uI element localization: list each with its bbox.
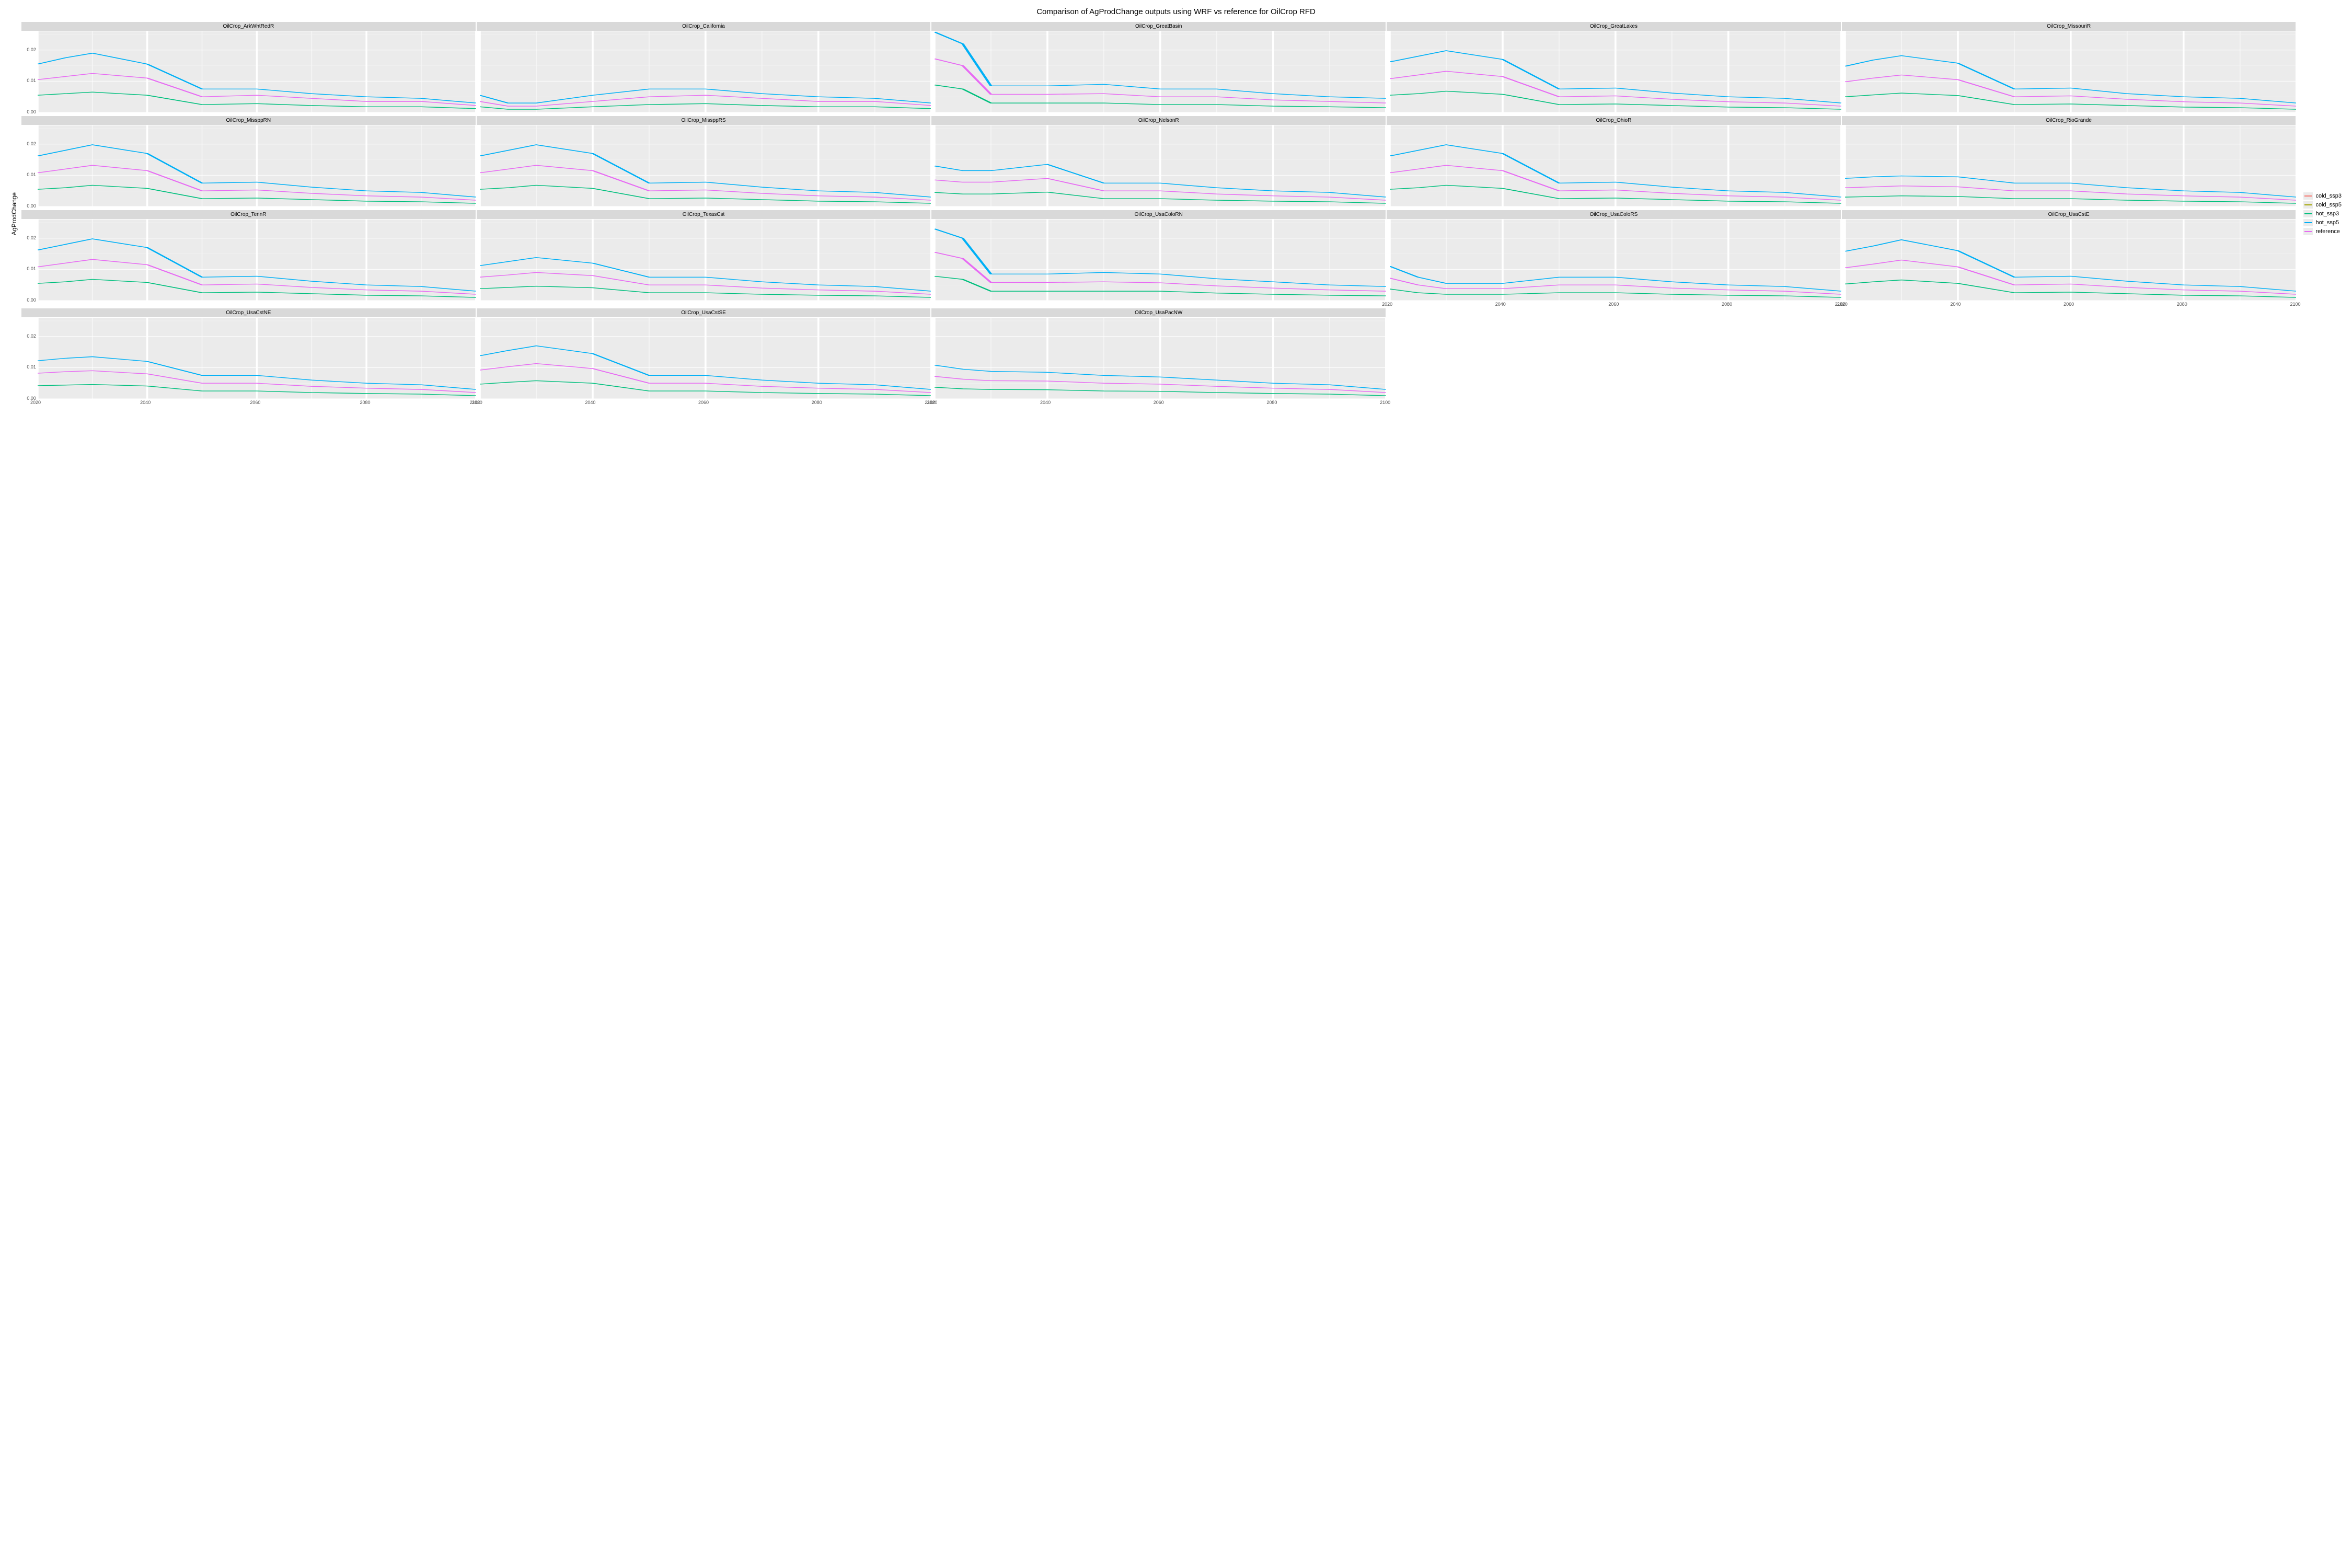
- x-axis-ticks: 20202040206020802100: [37, 399, 476, 406]
- y-axis-ticks: [476, 125, 480, 206]
- plot-area: [1390, 31, 1841, 112]
- facet-strip: OilCrop_MissouriR: [1841, 21, 2297, 31]
- facet-strip: OilCrop_UsaCstE: [1841, 210, 2297, 220]
- legend-item-cold_ssp5: cold_ssp5: [2303, 201, 2342, 209]
- y-axis-ticks: [476, 318, 480, 399]
- facet-panel: OilCrop_RioGrande: [1841, 116, 2297, 210]
- x-axis-ticks: 20202040206020802100: [1388, 301, 1841, 308]
- x-axis-ticks: 20202040206020802100: [1843, 301, 2297, 308]
- facet-strip: OilCrop_TennR: [21, 210, 476, 220]
- x-axis-ticks: [931, 301, 1386, 304]
- plot-area: [38, 31, 476, 112]
- plot-area: [38, 220, 476, 301]
- facet-panel: OilCrop_UsaColoRS 20202040206020802100: [1386, 210, 1841, 308]
- plot-area: [38, 318, 476, 399]
- y-axis-ticks: [931, 318, 935, 399]
- figure: AgProdChange OilCrop_ArkWhtRedR0.000.010…: [10, 21, 2342, 406]
- facet-panel: OilCrop_California: [476, 21, 931, 116]
- y-axis-ticks: [931, 125, 935, 206]
- plot-area: [480, 31, 931, 112]
- plot-area: [480, 318, 931, 399]
- facet-grid: OilCrop_ArkWhtRedR0.000.010.02OilCrop_Ca…: [21, 21, 2296, 406]
- y-axis-ticks: 0.000.010.02: [21, 318, 38, 399]
- plot-area: [1390, 125, 1841, 206]
- x-axis-ticks: 20202040206020802100: [933, 399, 1386, 406]
- facet-panel: OilCrop_UsaCstNE0.000.010.02202020402060…: [21, 308, 476, 406]
- y-axis-ticks: [1386, 125, 1390, 206]
- y-axis-ticks: [931, 220, 935, 301]
- y-axis-ticks: [476, 220, 480, 301]
- facet-panel: OilCrop_MissppRN0.000.010.02: [21, 116, 476, 210]
- facet-panel: OilCrop_GreatBasin: [931, 21, 1386, 116]
- facet-strip: OilCrop_UsaColoRS: [1386, 210, 1841, 220]
- facet-strip: OilCrop_NelsonR: [931, 116, 1386, 125]
- facet-strip: OilCrop_GreatLakes: [1386, 21, 1841, 31]
- y-axis-ticks: [476, 31, 480, 112]
- facet-strip: OilCrop_ArkWhtRedR: [21, 21, 476, 31]
- facet-strip: OilCrop_MissppRN: [21, 116, 476, 125]
- plot-area: [480, 220, 931, 301]
- legend-item-hot_ssp3: hot_ssp3: [2303, 210, 2342, 217]
- y-axis-ticks: 0.000.010.02: [21, 125, 38, 206]
- legend-label: cold_ssp3: [2315, 193, 2342, 199]
- legend-label: hot_ssp3: [2315, 211, 2339, 217]
- facet-panel: OilCrop_UsaPacNW 20202040206020802100: [931, 308, 1386, 406]
- y-axis-ticks: [1386, 31, 1390, 112]
- facet-panel: OilCrop_UsaCstE 20202040206020802100: [1841, 210, 2297, 308]
- plot-area: [935, 318, 1386, 399]
- legend-item-cold_ssp3: cold_ssp3: [2303, 192, 2342, 200]
- facet-strip: OilCrop_MissppRS: [476, 116, 931, 125]
- facet-strip: OilCrop_UsaPacNW: [931, 308, 1386, 318]
- facet-panel: OilCrop_OhioR: [1386, 116, 1841, 210]
- plot-area: [935, 31, 1386, 112]
- facet-panel: OilCrop_MissouriR: [1841, 21, 2297, 116]
- facet-panel: OilCrop_GreatLakes: [1386, 21, 1841, 116]
- plot-area: [38, 125, 476, 206]
- facet-panel: OilCrop_UsaCstSE 20202040206020802100: [476, 308, 931, 406]
- plot-area: [480, 125, 931, 206]
- legend-item-reference: reference: [2303, 228, 2342, 235]
- plot-area: [935, 220, 1386, 301]
- y-axis-label: AgProdChange: [10, 192, 18, 235]
- facet-strip: OilCrop_RioGrande: [1841, 116, 2297, 125]
- x-axis-ticks: [21, 301, 476, 304]
- facet-strip: OilCrop_UsaColoRN: [931, 210, 1386, 220]
- x-axis-ticks: [476, 301, 931, 304]
- facet-strip: OilCrop_UsaCstSE: [476, 308, 931, 318]
- facet-panel: OilCrop_TennR0.000.010.02: [21, 210, 476, 308]
- plot-area: [1845, 220, 2297, 301]
- legend-label: hot_ssp5: [2315, 220, 2339, 226]
- y-axis-ticks: [1386, 220, 1390, 301]
- facet-strip: OilCrop_OhioR: [1386, 116, 1841, 125]
- y-axis-ticks: [1841, 125, 1845, 206]
- legend-item-hot_ssp5: hot_ssp5: [2303, 219, 2342, 226]
- plot-area: [1845, 31, 2297, 112]
- y-axis-ticks: 0.000.010.02: [21, 31, 38, 112]
- facet-strip: OilCrop_California: [476, 21, 931, 31]
- plot-area: [1845, 125, 2297, 206]
- facet-panel: OilCrop_ArkWhtRedR0.000.010.02: [21, 21, 476, 116]
- x-axis-ticks: 20202040206020802100: [478, 399, 931, 406]
- y-axis-ticks: [1841, 220, 1845, 301]
- facet-panel: OilCrop_TexasCst: [476, 210, 931, 308]
- facet-panel: OilCrop_UsaColoRN: [931, 210, 1386, 308]
- y-axis-ticks: 0.000.010.02: [21, 220, 38, 301]
- y-axis-ticks: [931, 31, 935, 112]
- y-axis-ticks: [1841, 31, 1845, 112]
- legend: cold_ssp3 cold_ssp5 hot_ssp3 hot_ssp5refere…: [2303, 191, 2342, 237]
- facet-strip: OilCrop_UsaCstNE: [21, 308, 476, 318]
- plot-area: [1390, 220, 1841, 301]
- legend-label: cold_ssp5: [2315, 202, 2342, 208]
- facet-strip: OilCrop_GreatBasin: [931, 21, 1386, 31]
- facet-strip: OilCrop_TexasCst: [476, 210, 931, 220]
- plot-area: [935, 125, 1386, 206]
- facet-panel: OilCrop_MissppRS: [476, 116, 931, 210]
- chart-title: Comparison of AgProdChange outputs using…: [10, 7, 2342, 16]
- legend-label: reference: [2315, 228, 2339, 235]
- facet-panel: OilCrop_NelsonR: [931, 116, 1386, 210]
